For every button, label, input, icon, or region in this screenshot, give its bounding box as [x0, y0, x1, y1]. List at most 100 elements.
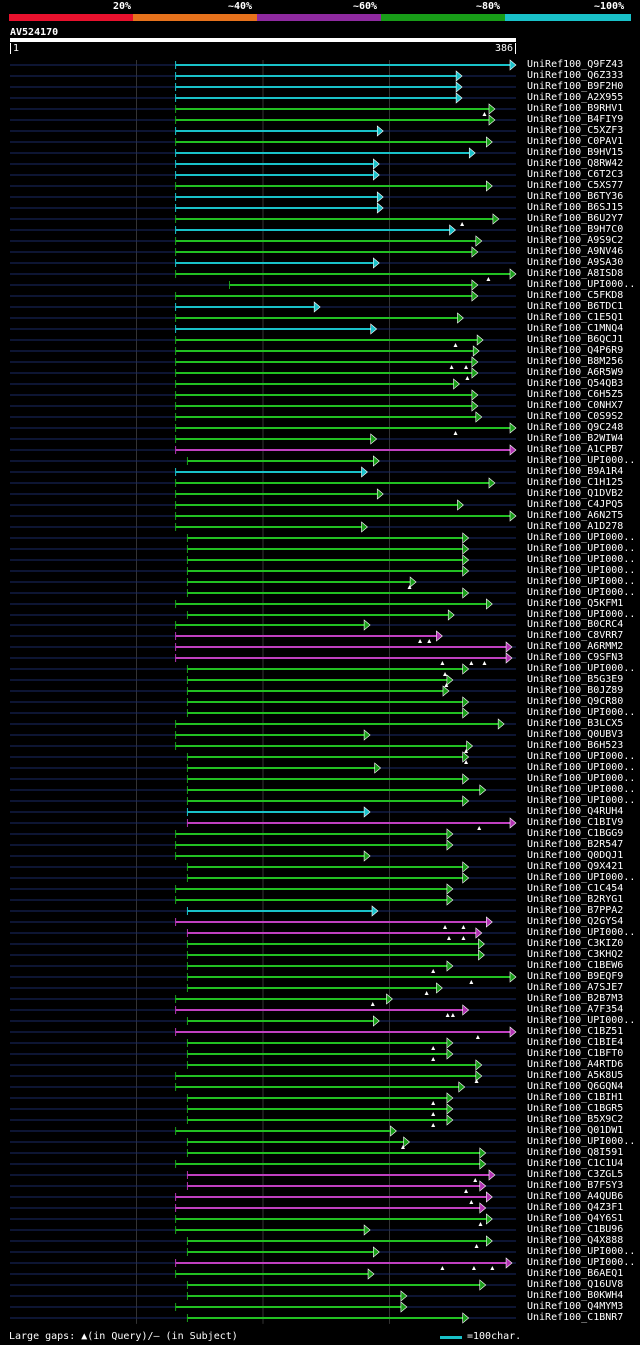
- hit-label[interactable]: UniRef100_UPI000..: [527, 872, 636, 883]
- hit-label[interactable]: UniRef100_C1BGR5: [527, 1103, 624, 1114]
- hit-label[interactable]: UniRef100_B2RYG1: [527, 894, 624, 905]
- hit-label[interactable]: UniRef100_C1H125: [527, 477, 624, 488]
- hit-label[interactable]: UniRef100_B6SJ15: [527, 202, 624, 213]
- hit-label[interactable]: UniRef100_B9F2H0: [527, 81, 624, 92]
- hit-label[interactable]: UniRef100_B0KWH4: [527, 1290, 624, 1301]
- hit-label[interactable]: UniRef100_C9SFN3: [527, 652, 624, 663]
- hit-label[interactable]: UniRef100_Q0UBV3: [527, 729, 624, 740]
- hit-label[interactable]: UniRef100_A1D278: [527, 521, 624, 532]
- hit-label[interactable]: UniRef100_UPI000..: [527, 773, 636, 784]
- hit-label[interactable]: UniRef100_C1BIH1: [527, 1092, 624, 1103]
- hit-label[interactable]: UniRef100_UPI000..: [527, 1257, 636, 1268]
- hit-label[interactable]: UniRef100_UPI000..: [527, 587, 636, 598]
- hit-label[interactable]: UniRef100_C1E5Q1: [527, 312, 624, 323]
- hit-label[interactable]: UniRef100_A6R5W9: [527, 367, 624, 378]
- hit-label[interactable]: UniRef100_B2R547: [527, 839, 624, 850]
- hit-label[interactable]: UniRef100_A2X955: [527, 92, 624, 103]
- hit-label[interactable]: UniRef100_UPI000..: [527, 1015, 636, 1026]
- hit-label[interactable]: UniRef100_Q9X421: [527, 861, 624, 872]
- hit-label[interactable]: UniRef100_UPI000..: [527, 455, 636, 466]
- hit-label[interactable]: UniRef100_A1CPB7: [527, 444, 624, 455]
- hit-label[interactable]: UniRef100_Q4P6R9: [527, 345, 624, 356]
- hit-label[interactable]: UniRef100_C5FKD8: [527, 290, 624, 301]
- hit-label[interactable]: UniRef100_B9HV15: [527, 147, 624, 158]
- hit-label[interactable]: UniRef100_A8ISD8: [527, 268, 624, 279]
- hit-label[interactable]: UniRef100_Q4X888: [527, 1235, 624, 1246]
- hit-label[interactable]: UniRef100_Q4RUH4: [527, 806, 624, 817]
- hit-label[interactable]: UniRef100_Q1DVB2: [527, 488, 624, 499]
- hit-label[interactable]: UniRef100_B6QCJ1: [527, 334, 624, 345]
- hit-label[interactable]: UniRef100_A9S9C2: [527, 235, 624, 246]
- hit-label[interactable]: UniRef100_C4JPQ5: [527, 499, 624, 510]
- hit-label[interactable]: UniRef100_Q2GYS4: [527, 916, 624, 927]
- hit-label[interactable]: UniRef100_B9H7C0: [527, 224, 624, 235]
- hit-label[interactable]: UniRef100_B2B7M3: [527, 993, 624, 1004]
- hit-label[interactable]: UniRef100_Q8RW42: [527, 158, 624, 169]
- hit-label[interactable]: UniRef100_C1BIV9: [527, 817, 624, 828]
- hit-label[interactable]: UniRef100_B7FSY3: [527, 1180, 624, 1191]
- hit-label[interactable]: UniRef100_Q9FZ43: [527, 59, 624, 70]
- hit-label[interactable]: UniRef100_UPI000..: [527, 1246, 636, 1257]
- hit-label[interactable]: UniRef100_C1BU96: [527, 1224, 624, 1235]
- hit-label[interactable]: UniRef100_C1BGG9: [527, 828, 624, 839]
- hit-label[interactable]: UniRef100_UPI000..: [527, 762, 636, 773]
- hit-label[interactable]: UniRef100_B5X9C2: [527, 1114, 624, 1125]
- hit-label[interactable]: UniRef100_B6U2Y7: [527, 213, 624, 224]
- hit-label[interactable]: UniRef100_Q6GQN4: [527, 1081, 624, 1092]
- hit-label[interactable]: UniRef100_UPI000..: [527, 565, 636, 576]
- hit-label[interactable]: UniRef100_C6H5Z5: [527, 389, 624, 400]
- hit-label[interactable]: UniRef100_A9NV46: [527, 246, 624, 257]
- hit-label[interactable]: UniRef100_UPI000..: [527, 532, 636, 543]
- hit-label[interactable]: UniRef100_B7PPA2: [527, 905, 624, 916]
- hit-label[interactable]: UniRef100_B3LCX5: [527, 718, 624, 729]
- hit-label[interactable]: UniRef100_C1MNQ4: [527, 323, 624, 334]
- hit-label[interactable]: UniRef100_B8M256: [527, 356, 624, 367]
- hit-label[interactable]: UniRef100_C1BFT0: [527, 1048, 624, 1059]
- hit-label[interactable]: UniRef100_Q9CR80: [527, 696, 624, 707]
- hit-label[interactable]: UniRef100_C8VRR7: [527, 630, 624, 641]
- hit-label[interactable]: UniRef100_UPI000..: [527, 543, 636, 554]
- hit-label[interactable]: UniRef100_C0NHX7: [527, 400, 624, 411]
- hit-label[interactable]: UniRef100_C1BZ51: [527, 1026, 624, 1037]
- hit-label[interactable]: UniRef100_C3ZGL5: [527, 1169, 624, 1180]
- hit-label[interactable]: UniRef100_C5XZF3: [527, 125, 624, 136]
- hit-label[interactable]: UniRef100_Q5KFM1: [527, 598, 624, 609]
- hit-label[interactable]: UniRef100_C1BIE4: [527, 1037, 624, 1048]
- hit-label[interactable]: UniRef100_A7SJE7: [527, 982, 624, 993]
- hit-label[interactable]: UniRef100_C1BNR7: [527, 1312, 624, 1323]
- hit-label[interactable]: UniRef100_B5G3E9: [527, 674, 624, 685]
- hit-label[interactable]: UniRef100_B0CRC4: [527, 619, 624, 630]
- hit-label[interactable]: UniRef100_UPI000..: [527, 554, 636, 565]
- hit-label[interactable]: UniRef100_UPI000..: [527, 707, 636, 718]
- hit-label[interactable]: UniRef100_UPI000..: [527, 279, 636, 290]
- hit-label[interactable]: UniRef100_C3KHQ2: [527, 949, 624, 960]
- hit-label[interactable]: UniRef100_B2WIW4: [527, 433, 624, 444]
- hit-label[interactable]: UniRef100_UPI000..: [527, 609, 636, 620]
- hit-label[interactable]: UniRef100_Q4MYM3: [527, 1301, 624, 1312]
- hit-label[interactable]: UniRef100_C1C1U4: [527, 1158, 624, 1169]
- hit-label[interactable]: UniRef100_Q0DQJ1: [527, 850, 624, 861]
- hit-label[interactable]: UniRef100_A6RMM2: [527, 641, 624, 652]
- hit-label[interactable]: UniRef100_UPI000..: [527, 927, 636, 938]
- hit-label[interactable]: UniRef100_Q8I591: [527, 1147, 624, 1158]
- hit-label[interactable]: UniRef100_C1C454: [527, 883, 624, 894]
- hit-label[interactable]: UniRef100_A9SA30: [527, 257, 624, 268]
- hit-label[interactable]: UniRef100_C1BEW6: [527, 960, 624, 971]
- hit-label[interactable]: UniRef100_C0PAV1: [527, 136, 624, 147]
- hit-label[interactable]: UniRef100_UPI000..: [527, 663, 636, 674]
- hit-label[interactable]: UniRef100_A4RTD6: [527, 1059, 624, 1070]
- hit-label[interactable]: UniRef100_UPI000..: [527, 795, 636, 806]
- hit-label[interactable]: UniRef100_C3KIZ0: [527, 938, 624, 949]
- hit-label[interactable]: UniRef100_Q16UV8: [527, 1279, 624, 1290]
- hit-label[interactable]: UniRef100_Q4Z3F1: [527, 1202, 624, 1213]
- hit-label[interactable]: UniRef100_A7F354: [527, 1004, 624, 1015]
- hit-label[interactable]: UniRef100_A5K8U5: [527, 1070, 624, 1081]
- hit-label[interactable]: UniRef100_B6H523: [527, 740, 624, 751]
- hit-label[interactable]: UniRef100_B6AEQ1: [527, 1268, 624, 1279]
- hit-label[interactable]: UniRef100_Q6Z333: [527, 70, 624, 81]
- hit-label[interactable]: UniRef100_B6TY36: [527, 191, 624, 202]
- hit-label[interactable]: UniRef100_Q01DW1: [527, 1125, 624, 1136]
- hit-label[interactable]: UniRef100_B4FIY9: [527, 114, 624, 125]
- hit-label[interactable]: UniRef100_A6N2T5: [527, 510, 624, 521]
- hit-label[interactable]: UniRef100_Q4Y6S1: [527, 1213, 624, 1224]
